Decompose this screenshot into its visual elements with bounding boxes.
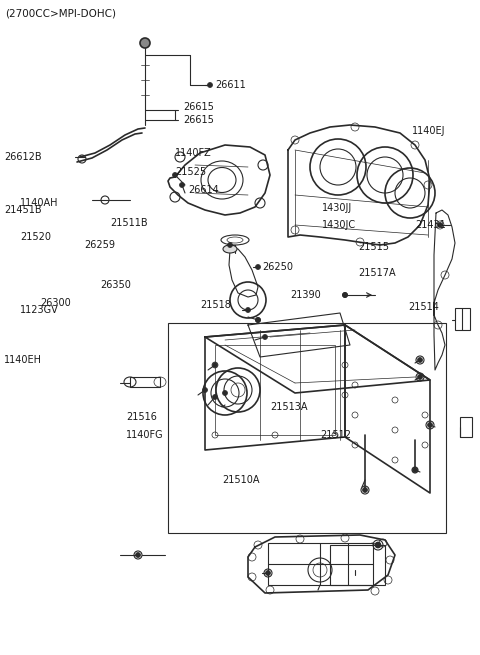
- Text: 26300: 26300: [40, 298, 71, 308]
- Circle shape: [245, 307, 251, 312]
- Text: 26250: 26250: [262, 262, 293, 272]
- Text: 1140FZ: 1140FZ: [175, 148, 212, 158]
- Circle shape: [228, 242, 232, 248]
- Circle shape: [255, 318, 261, 322]
- Text: 26615: 26615: [183, 115, 214, 125]
- Text: 1140EJ: 1140EJ: [412, 126, 445, 136]
- Text: 21525: 21525: [175, 167, 206, 177]
- Circle shape: [362, 487, 368, 493]
- Text: 21451B: 21451B: [4, 205, 42, 215]
- Circle shape: [255, 318, 261, 322]
- Text: 21512: 21512: [320, 430, 351, 440]
- Text: 21431: 21431: [415, 220, 446, 230]
- Circle shape: [343, 293, 348, 297]
- Circle shape: [207, 83, 213, 88]
- Text: 26615: 26615: [183, 102, 214, 112]
- Text: 26611: 26611: [215, 80, 246, 90]
- Text: 21511B: 21511B: [110, 218, 148, 228]
- Text: 26612B: 26612B: [4, 152, 42, 162]
- Text: 21390: 21390: [290, 290, 321, 300]
- Text: 21513A: 21513A: [270, 402, 308, 412]
- Text: 21516: 21516: [126, 412, 157, 422]
- Circle shape: [265, 571, 271, 576]
- Text: 26614: 26614: [188, 185, 219, 195]
- Text: 21518: 21518: [200, 300, 231, 310]
- Text: 21515: 21515: [358, 242, 389, 252]
- Circle shape: [213, 394, 217, 400]
- Text: 26259: 26259: [84, 240, 115, 250]
- Circle shape: [172, 172, 178, 178]
- Text: 21520: 21520: [20, 232, 51, 242]
- Text: 26350: 26350: [100, 280, 131, 290]
- Bar: [268, 543, 373, 585]
- Bar: [460, 417, 472, 437]
- Circle shape: [412, 468, 418, 472]
- Circle shape: [203, 388, 207, 392]
- Bar: [130, 377, 160, 387]
- Circle shape: [213, 362, 217, 367]
- Circle shape: [343, 293, 348, 297]
- Text: 21514: 21514: [408, 302, 439, 312]
- Bar: [330, 545, 385, 585]
- Text: 1430JJ: 1430JJ: [322, 203, 352, 213]
- Circle shape: [135, 553, 141, 557]
- Circle shape: [418, 375, 422, 379]
- Circle shape: [180, 183, 184, 187]
- Circle shape: [255, 265, 261, 269]
- Text: 1123GV: 1123GV: [20, 305, 59, 315]
- Ellipse shape: [223, 245, 237, 253]
- Circle shape: [140, 38, 150, 48]
- Text: (2700CC>MPI-DOHC): (2700CC>MPI-DOHC): [5, 8, 116, 18]
- Circle shape: [418, 358, 422, 362]
- Text: 1430JC: 1430JC: [322, 220, 356, 230]
- Text: 1140EH: 1140EH: [4, 355, 42, 365]
- Text: 21510A: 21510A: [222, 475, 260, 485]
- Bar: [215, 345, 335, 435]
- Bar: [168, 323, 446, 533]
- Circle shape: [223, 390, 228, 396]
- Circle shape: [428, 422, 432, 428]
- Text: 21517A: 21517A: [358, 268, 396, 278]
- Text: 1140AH: 1140AH: [20, 198, 59, 208]
- Circle shape: [375, 542, 381, 548]
- Bar: [455, 308, 470, 330]
- Text: 1140FG: 1140FG: [126, 430, 164, 440]
- Circle shape: [437, 223, 443, 227]
- Circle shape: [263, 335, 267, 339]
- Circle shape: [375, 542, 381, 548]
